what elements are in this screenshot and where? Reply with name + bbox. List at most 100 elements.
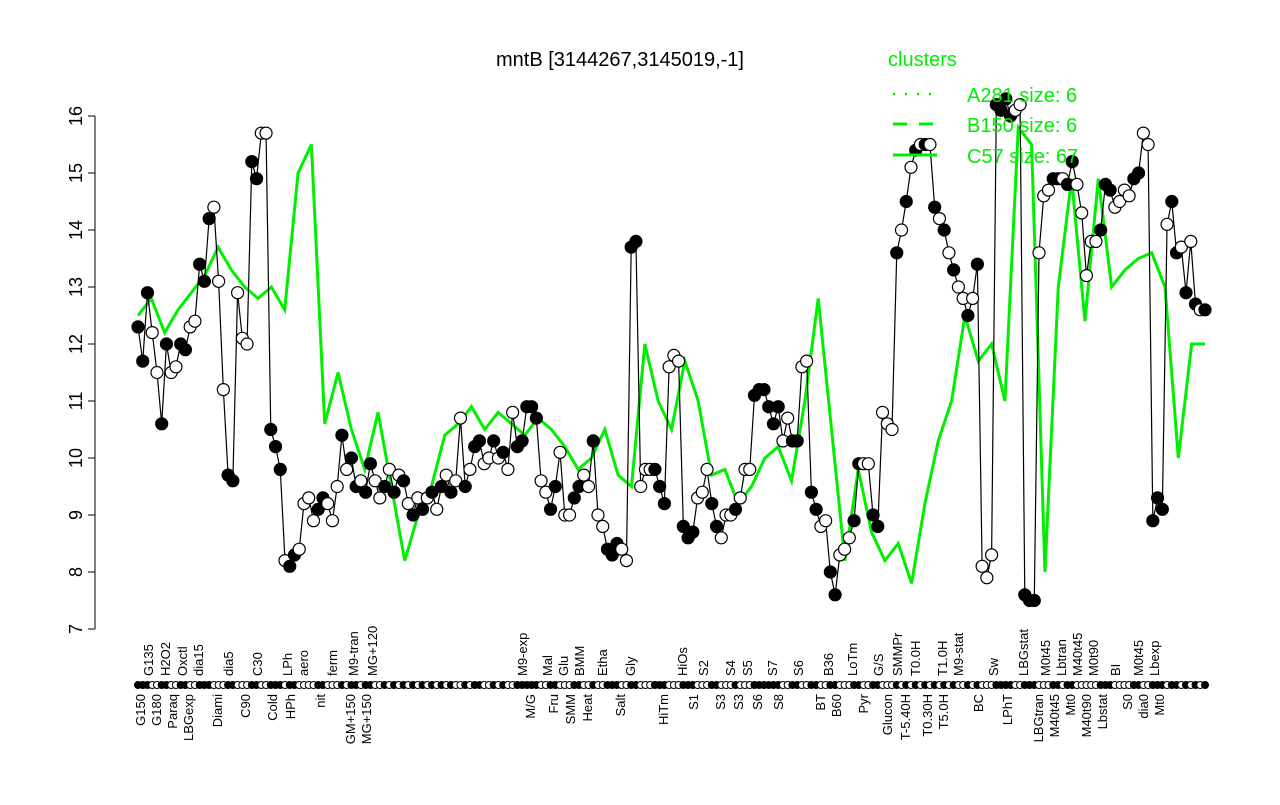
x-tick-label: HPh <box>283 694 298 719</box>
x-tick-label: MG+120 <box>365 626 380 676</box>
x-tick-label: BMM <box>572 646 587 676</box>
data-point <box>837 542 852 556</box>
x-tick-label: M0t45 <box>1131 640 1146 676</box>
data-point <box>506 405 520 419</box>
data-point <box>766 417 781 431</box>
data-point <box>543 502 558 516</box>
x-tick-label: Glu <box>556 656 571 676</box>
data-point <box>695 485 709 499</box>
data-point <box>975 559 989 573</box>
data-point <box>325 514 340 528</box>
data-point <box>1032 246 1046 260</box>
x-tick-label: M40t45 <box>1047 694 1062 737</box>
data-point <box>145 326 159 340</box>
x-tick-label: Glucon <box>880 694 895 735</box>
data-point <box>487 434 501 448</box>
x-tick-label: M9-exp <box>515 633 530 676</box>
y-tick-label: 10 <box>66 448 86 468</box>
data-point <box>1155 502 1169 516</box>
data-point <box>1132 166 1146 180</box>
legend-entry-b150: B150 size: 6 <box>967 115 1077 137</box>
x-tick-label: Mt0 <box>1063 694 1078 716</box>
x-tick-label: Heat <box>580 694 595 722</box>
data-point <box>302 491 316 505</box>
data-point <box>1089 234 1103 248</box>
data-point <box>415 502 430 516</box>
x-tick-label: MG+150 <box>359 694 374 744</box>
data-point <box>804 485 818 499</box>
data-point <box>932 212 947 226</box>
rug-layer <box>134 681 1209 689</box>
x-tick-label: LoTm <box>845 643 860 676</box>
data-point <box>577 468 591 482</box>
data-point <box>1160 217 1174 231</box>
data-point <box>700 462 714 476</box>
data-point <box>387 485 401 499</box>
x-tick-label: G135 <box>141 644 156 676</box>
data-point <box>743 462 757 476</box>
x-tick-label: Sw <box>986 657 1001 676</box>
data-point <box>596 519 610 534</box>
data-point <box>159 337 174 351</box>
x-tick-label: T0.30H <box>920 694 935 737</box>
cluster-line-layer <box>136 123 1205 584</box>
x-tick-label: Gly <box>623 656 638 676</box>
data-point <box>1065 155 1079 169</box>
x-tick-label: Mal <box>540 655 555 676</box>
data-point <box>373 491 387 505</box>
chart-title: mntB [3144267,3145019,-1] <box>496 49 744 71</box>
data-point <box>1122 189 1136 203</box>
data-point <box>197 274 211 288</box>
rug-mark <box>1201 681 1209 689</box>
data-point <box>861 457 875 471</box>
x-tick-label: M9-tran <box>346 631 361 676</box>
legend-entry-a281: A281 size: 6 <box>967 85 1077 107</box>
y-tick-label: 9 <box>66 510 86 520</box>
x-tick-label: Paraq <box>165 694 180 729</box>
data-point <box>150 365 164 380</box>
data-point <box>525 400 539 414</box>
data-point <box>515 434 529 448</box>
data-point <box>207 200 221 214</box>
x-tick-label: BI <box>1108 664 1123 676</box>
data-point <box>928 200 942 214</box>
data-point <box>980 571 994 585</box>
x-tick-label: BT <box>813 694 828 711</box>
x-tick-label: Etha <box>595 648 610 676</box>
y-tick-label: 11 <box>66 392 86 411</box>
legend-title: clusters <box>888 49 957 71</box>
data-point <box>406 508 420 522</box>
data-point <box>1027 593 1041 608</box>
data-point <box>169 360 183 374</box>
data-point <box>434 479 449 494</box>
data-point <box>202 212 216 226</box>
x-tick-label: BC <box>971 694 986 712</box>
data-point <box>842 531 856 545</box>
data-point <box>425 485 439 499</box>
data-point <box>1174 240 1188 254</box>
x-tick-label: T5.0H <box>936 694 951 729</box>
data-point <box>790 434 804 448</box>
data-point <box>999 92 1013 106</box>
x-tick-label: GM+150 <box>343 694 358 744</box>
data-point <box>648 462 662 476</box>
x-tick-label: S6 <box>791 660 806 676</box>
data-point <box>1113 194 1127 209</box>
data-point <box>321 497 335 511</box>
data-point <box>439 468 453 482</box>
data-point <box>463 462 477 476</box>
x-tick-label: aero <box>296 650 311 676</box>
y-tick-label: 8 <box>66 567 86 577</box>
x-tick-label: M0t45 <box>1038 640 1053 676</box>
data-point <box>809 502 823 516</box>
data-point <box>1070 177 1084 191</box>
data-point <box>368 474 382 488</box>
data-point <box>449 474 463 488</box>
data-point <box>634 479 648 494</box>
x-tick-label: dia0 <box>1136 694 1151 719</box>
x-tick-label: S3 <box>713 694 728 710</box>
data-point <box>819 514 833 528</box>
y-tick-label: 16 <box>66 106 86 126</box>
x-tick-label: M40t45 <box>1070 633 1085 676</box>
data-point <box>1150 491 1165 505</box>
